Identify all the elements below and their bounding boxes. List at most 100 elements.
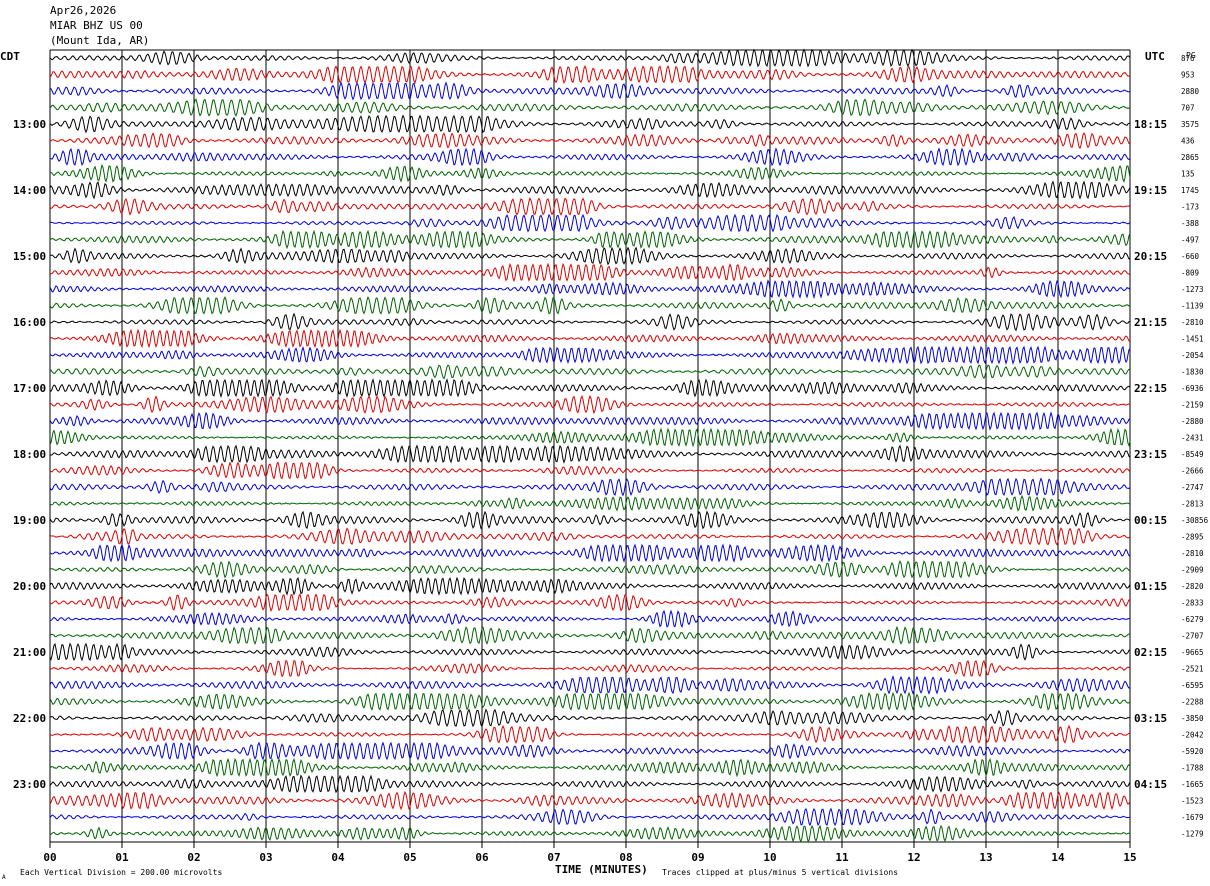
right-hour-label: 18:15 — [1134, 118, 1167, 131]
trace-row — [49, 625, 1131, 646]
trace-row — [49, 229, 1131, 250]
trace-row — [49, 675, 1131, 695]
row-value-label: -1451 — [1181, 335, 1204, 344]
scale-note: Each Vertical Division = 200.00 microvol… — [20, 868, 222, 877]
row-value-label: 707 — [1181, 104, 1195, 113]
right-hour-label: 03:15 — [1134, 712, 1167, 725]
clip-note: Traces clipped at plus/minus 5 vertical … — [662, 868, 898, 877]
x-tick-label: 00 — [43, 851, 56, 864]
row-value-label: -5920 — [1181, 747, 1204, 756]
trace-row — [49, 790, 1131, 811]
row-value-label: 2865 — [1181, 153, 1199, 162]
x-tick-label: 13 — [979, 851, 992, 864]
right-hour-label: 22:15 — [1134, 382, 1167, 395]
x-tick-label: 07 — [547, 851, 560, 864]
row-value-label: -3850 — [1181, 714, 1204, 723]
trace-row — [49, 81, 1131, 101]
trace-row — [49, 279, 1131, 300]
header-station: MIAR BHZ US 00 — [50, 19, 143, 32]
row-value-label: -8549 — [1181, 450, 1204, 459]
x-tick-label: 08 — [619, 851, 632, 864]
trace-row — [49, 807, 1131, 827]
row-value-label: -2431 — [1181, 434, 1204, 443]
left-time-labels: 13:00 14:00 15:00 16:00 17:00 18:00 19:00 20:00… — [13, 118, 46, 791]
trace-row — [49, 328, 1131, 349]
row-value-label: -1679 — [1181, 813, 1204, 822]
right-time-labels: 18:15 19:15 20:15 21:15 22:15 23:15 00:15 01:15… — [1134, 118, 1167, 791]
row-value-label: -1830 — [1181, 368, 1204, 377]
trace-row — [49, 378, 1131, 399]
row-value-label: -173 — [1181, 203, 1199, 212]
x-tick-label: 11 — [835, 851, 849, 864]
trace-row — [49, 642, 1131, 662]
x-tick-label: 14 — [1051, 851, 1065, 864]
x-tick-label: 01 — [115, 851, 129, 864]
x-tick-label: 06 — [475, 851, 489, 864]
trace-row — [49, 444, 1131, 464]
right-hour-label: 04:15 — [1134, 778, 1167, 791]
trace-row — [49, 394, 1131, 415]
row-value-label: -2747 — [1181, 483, 1204, 492]
row-value-label: -2810 — [1181, 318, 1204, 327]
trace-row — [49, 477, 1131, 497]
trace-row — [49, 98, 1131, 118]
x-tick-label: 02 — [187, 851, 200, 864]
trace-row — [49, 461, 1131, 480]
right-hour-label: 19:15 — [1134, 184, 1167, 197]
trace-row — [50, 213, 1131, 233]
row-value-label: -2042 — [1181, 731, 1204, 740]
row-value-label: -2833 — [1181, 599, 1204, 608]
x-tick-label: 12 — [907, 851, 920, 864]
row-value-label: -1665 — [1181, 780, 1204, 789]
trace-row — [49, 559, 1131, 579]
right-hour-label: 20:15 — [1134, 250, 1167, 263]
trace-row — [49, 708, 1131, 728]
row-value-label: -388 — [1181, 219, 1200, 228]
x-axis-title: TIME (MINUTES) — [555, 863, 648, 876]
trace-row — [49, 691, 1131, 711]
row-value-label: 135 — [1181, 170, 1195, 179]
trace-row — [49, 262, 1131, 283]
trace-rows — [49, 48, 1131, 843]
trace-row — [49, 132, 1131, 150]
trace-row — [49, 427, 1131, 448]
pg-label: PG — [1186, 51, 1196, 60]
utc-label: UTC — [1145, 50, 1165, 63]
trace-row — [49, 114, 1131, 134]
x-tick-labels: 00 01 02 03 04 05 06 07 08 09 10 11 12 13 14 15 — [43, 851, 1136, 864]
row-value-label: -6595 — [1181, 681, 1204, 690]
row-value-label: -2820 — [1181, 582, 1204, 591]
left-hour-label: 22:00 — [13, 712, 46, 725]
row-value-label: -2159 — [1181, 401, 1204, 410]
row-value-label: -809 — [1181, 269, 1199, 278]
x-tick-label: 09 — [691, 851, 704, 864]
trace-row — [49, 411, 1131, 431]
header-location: (Mount Ida, AR) — [50, 34, 150, 47]
row-value-label: -1788 — [1181, 764, 1204, 773]
row-value-label: 3575 — [1181, 120, 1199, 129]
header-date: Apr26,2026 — [50, 4, 117, 17]
trace-row — [49, 527, 1131, 546]
trace-row — [49, 609, 1131, 629]
row-value-label: -30856 — [1181, 516, 1209, 525]
row-value-label: -2895 — [1181, 533, 1204, 542]
row-value-label: -2707 — [1181, 632, 1204, 641]
row-value-label: 876 — [1181, 54, 1195, 63]
row-value-label: -6279 — [1181, 615, 1204, 624]
row-value-label: -6936 — [1181, 384, 1204, 393]
trace-row — [49, 774, 1131, 794]
row-value-label: -1523 — [1181, 797, 1204, 806]
row-value-label: 953 — [1181, 71, 1195, 80]
row-value-label: 2880 — [1181, 87, 1200, 96]
trace-row — [49, 593, 1131, 613]
row-value-label: -2810 — [1181, 549, 1204, 558]
left-hour-label: 14:00 — [13, 184, 46, 197]
row-value-label: 1745 — [1181, 186, 1199, 195]
trace-row — [49, 64, 1131, 85]
trace-row — [49, 180, 1131, 200]
x-tick-label: 05 — [403, 851, 416, 864]
left-hour-label: 19:00 — [13, 514, 46, 527]
row-value-label: -1279 — [1181, 830, 1204, 839]
trace-row — [49, 724, 1130, 745]
